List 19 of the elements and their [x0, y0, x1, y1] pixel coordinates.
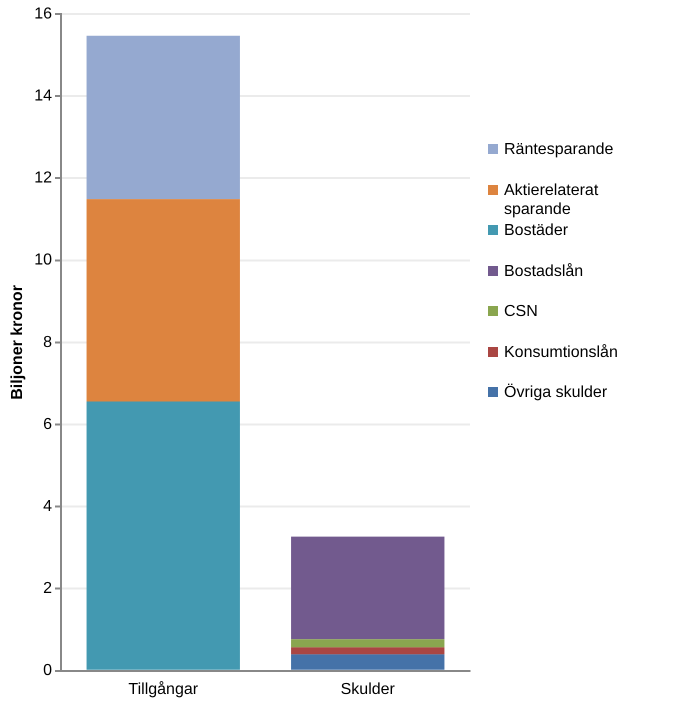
legend-label: Bostäder — [504, 221, 570, 240]
y-tick-label: 8 — [43, 334, 52, 351]
x-tick-label: Skulder — [340, 680, 396, 698]
y-tick-label: 0 — [43, 662, 52, 680]
y-tick-label: 10 — [34, 252, 52, 269]
legend-label: Aktierelaterat sparande — [504, 180, 600, 218]
y-axis-title: Biljoner kronor — [9, 285, 26, 400]
legend-label: Övriga skulder — [504, 383, 608, 402]
y-tick-label: 6 — [43, 416, 52, 433]
x-tick-label: Tillgångar — [128, 680, 199, 698]
legend-label: CSN — [504, 302, 539, 321]
y-tick-label: 12 — [34, 170, 52, 187]
y-tick-label: 4 — [43, 498, 52, 516]
legend-label: Bostadslån — [504, 262, 584, 280]
y-tick-label: 2 — [43, 580, 52, 598]
y-tick-label: 16 — [34, 5, 52, 22]
legend-label: Konsumtionslån — [504, 342, 619, 362]
y-tick-label: 14 — [34, 88, 52, 105]
legend-label: Räntesparande — [504, 140, 614, 159]
